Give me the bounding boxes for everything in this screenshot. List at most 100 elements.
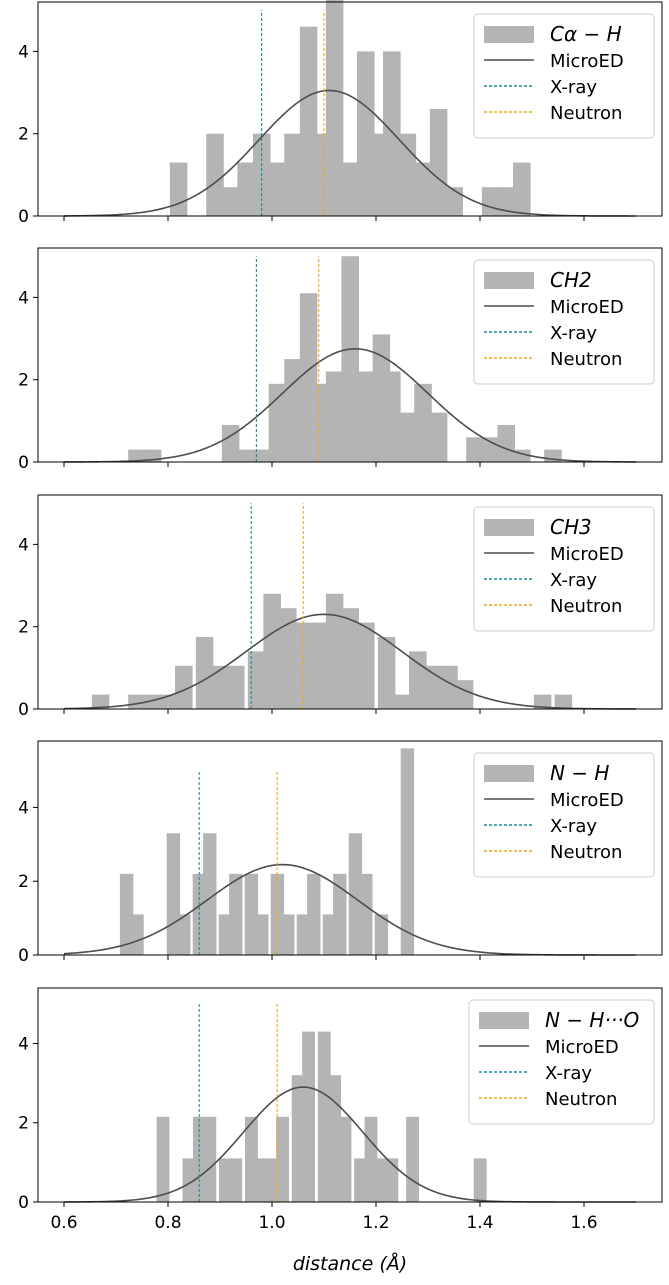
- legend-label: MicroED: [550, 51, 624, 72]
- histogram-bar: [429, 109, 448, 216]
- y-tick-label: 0: [18, 946, 29, 966]
- histogram-bar: [481, 187, 500, 216]
- x-tick-label: 1.6: [570, 1213, 597, 1233]
- plot-frame: [37, 740, 663, 956]
- histogram-bar: [130, 914, 144, 955]
- panel-4: 0 2 4 N − H MicroED X-ray Neutron: [18, 740, 663, 966]
- histogram-bar: [229, 1158, 243, 1202]
- histogram-bar: [143, 694, 162, 709]
- histogram-bar: [156, 1116, 170, 1202]
- legend-label-panel-title: N − H···O: [545, 1008, 639, 1032]
- legend-label-panel-title: CH3: [550, 515, 592, 539]
- legend-label-panel-title: Cα − H: [550, 22, 622, 46]
- legend-label: Neutron: [550, 349, 622, 370]
- histogram-bar: [398, 412, 417, 462]
- legend-label: X-ray: [545, 1063, 592, 1084]
- legend-label: Neutron: [550, 103, 622, 124]
- histogram-bar: [175, 665, 193, 709]
- histogram-bar: [325, 0, 344, 217]
- histogram-bar: [440, 665, 458, 709]
- y-tick-label: 2: [18, 872, 29, 892]
- legend-label: MicroED: [550, 297, 624, 318]
- histogram-bar: [128, 449, 146, 462]
- histogram-bar: [317, 1031, 331, 1202]
- y-tick-label: 4: [18, 288, 29, 308]
- plot-frame: [37, 494, 663, 710]
- histogram-bar: [325, 371, 344, 462]
- x-axis-label: distance (Å): [293, 1252, 407, 1275]
- histogram-bar: [385, 1158, 399, 1202]
- histogram-bar: [377, 636, 396, 709]
- histogram-bar: [473, 1158, 487, 1202]
- histogram-bar: [244, 1116, 258, 1202]
- histogram-bar: [218, 1158, 232, 1202]
- legend-swatch-hist: [479, 1012, 529, 1029]
- histogram-bar: [354, 1158, 368, 1202]
- histogram-bar: [276, 1116, 290, 1202]
- histogram-bar: [255, 914, 269, 955]
- panel-1: 0 2 4 Cα − H MicroED X-ray Neutron: [18, 0, 663, 227]
- histogram-bar: [310, 133, 328, 216]
- plot-frame: [37, 247, 663, 463]
- legend-label: X-ray: [550, 77, 597, 98]
- histogram-bar: [291, 1075, 305, 1202]
- histogram-bar: [357, 622, 375, 709]
- legend-label: X-ray: [550, 570, 597, 591]
- plot-frame: [37, 987, 663, 1203]
- x-tick-label: 0.8: [154, 1213, 181, 1233]
- histogram-bar: [497, 424, 515, 462]
- histogram-bar: [281, 914, 295, 955]
- histogram-bar: [398, 133, 417, 216]
- histogram-bar: [268, 162, 287, 216]
- histogram-bar: [237, 449, 255, 462]
- legend-box: [473, 506, 655, 632]
- histogram-bar: [284, 359, 302, 462]
- histogram-bar: [284, 133, 302, 216]
- histogram-bar: [294, 622, 313, 709]
- legend-label: Neutron: [550, 596, 622, 617]
- histogram-bar: [409, 651, 427, 709]
- microed-fit-curve: [63, 89, 636, 217]
- legend: CH3 MicroED X-ray Neutron: [473, 506, 655, 632]
- plot-frame: [37, 1, 663, 217]
- histogram-bar: [513, 162, 531, 216]
- histogram-bar: [263, 593, 281, 709]
- y-tick-label: 4: [18, 1034, 29, 1054]
- panel-3: 0 2 4 CH3 MicroED X-ray Neutron: [18, 494, 663, 720]
- legend-label: X-ray: [550, 323, 597, 344]
- histogram-bar: [429, 412, 448, 462]
- y-tick-label: 2: [18, 1114, 29, 1134]
- histogram-bar: [247, 651, 266, 709]
- histogram-bar: [466, 437, 484, 462]
- x-tick-label: 1.0: [258, 1213, 285, 1233]
- histogram-bar: [227, 665, 245, 709]
- y-tick-label: 0: [18, 207, 29, 227]
- histogram-bar: [338, 1116, 352, 1202]
- histogram-bar: [322, 914, 337, 955]
- legend-label: Neutron: [545, 1089, 617, 1110]
- x-tick-label: 1.2: [362, 1213, 389, 1233]
- histogram-bar: [424, 665, 443, 709]
- histogram-bar: [195, 636, 214, 709]
- y-tick-label: 4: [18, 42, 29, 62]
- legend-box: [473, 13, 655, 139]
- histogram-bar: [445, 187, 463, 216]
- histogram-bar: [325, 593, 344, 709]
- histogram-bar: [302, 1031, 316, 1202]
- histogram-bar: [253, 449, 271, 462]
- histogram-bar: [357, 371, 375, 462]
- panel-5: 0 2 4 0.6 0.8 1.0 1.2 1.4 1.6 N − H···O MicroED X-r…: [18, 987, 663, 1233]
- legend-swatch-hist: [484, 519, 534, 536]
- legend-box: [468, 999, 655, 1125]
- histogram-bar: [383, 371, 401, 462]
- legend: N − H···O MicroED X-ray Neutron: [468, 999, 655, 1125]
- histogram-bar: [357, 51, 375, 217]
- histogram-bar: [229, 873, 243, 955]
- histogram-bar: [348, 833, 363, 955]
- x-tick-label: 0.6: [50, 1213, 77, 1233]
- histogram-bar: [265, 1158, 279, 1202]
- legend: CH2 MicroED X-ray Neutron: [473, 259, 655, 385]
- y-tick-label: 2: [18, 371, 29, 391]
- legend-label-panel-title: N − H: [550, 761, 609, 785]
- histogram-bar: [206, 133, 224, 216]
